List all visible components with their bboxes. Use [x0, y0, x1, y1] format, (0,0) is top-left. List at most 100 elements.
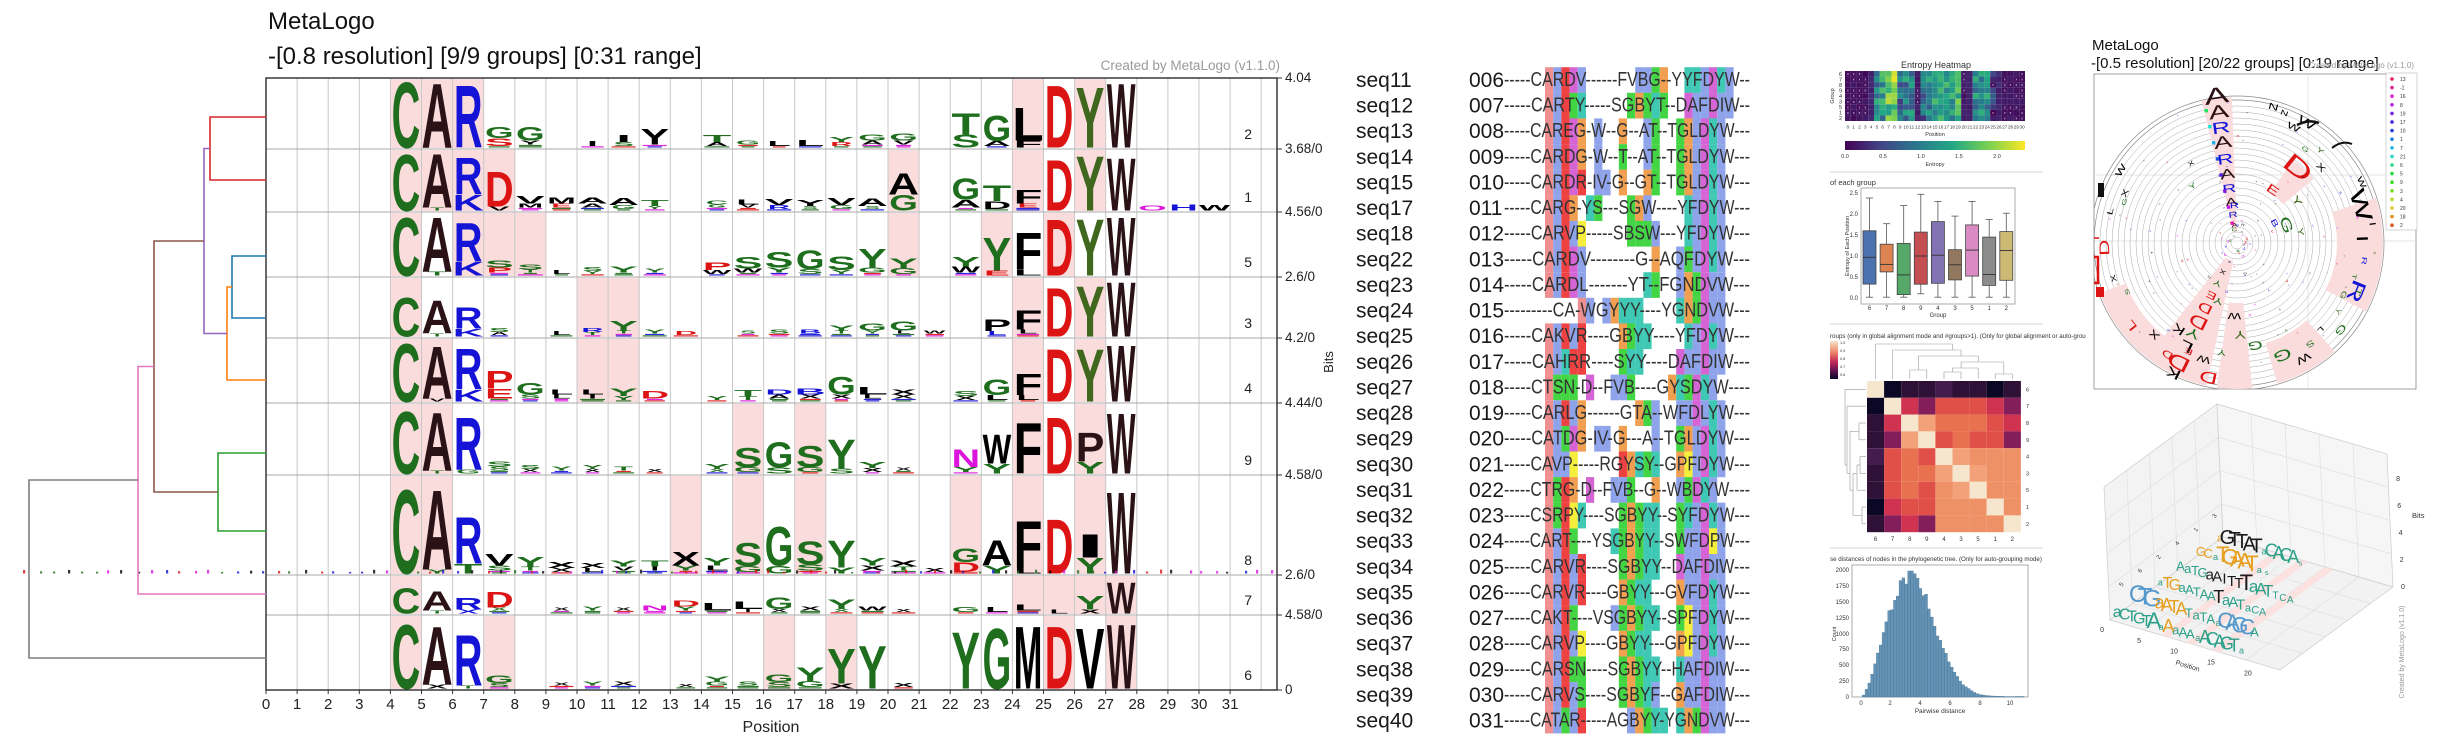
svg-text:Y: Y: [585, 270, 600, 275]
svg-text:Y: Y: [829, 136, 855, 144]
svg-text:W: W: [858, 606, 887, 612]
svg-text:2: 2: [2011, 537, 2015, 543]
svg-text:x: x: [2015, 83, 2017, 87]
svg-text:R: R: [2228, 238, 2233, 243]
svg-text:1: 1: [2193, 526, 2200, 533]
svg-text:C: C: [2129, 581, 2146, 608]
svg-text:R: R: [454, 66, 483, 167]
svg-text:8: 8: [511, 696, 519, 713]
svg-text:L: L: [550, 388, 573, 396]
svg-text:-----CARVP----GBYY---GPFDYW---: -----CARVP----GBYY---GPFDYW---: [1504, 633, 1750, 655]
svg-text:G: G: [827, 372, 856, 401]
svg-text:X: X: [2165, 160, 2169, 164]
svg-text:Y: Y: [2129, 228, 2132, 231]
svg-text:Y: Y: [640, 125, 669, 150]
svg-text:a: a: [2113, 604, 2122, 621]
svg-text:T: T: [2259, 202, 2263, 206]
svg-text:Y: Y: [2301, 280, 2305, 284]
svg-text:T: T: [2150, 250, 2154, 254]
svg-text:x: x: [1917, 94, 1919, 98]
svg-text:X: X: [647, 468, 662, 473]
svg-text:T: T: [2277, 307, 2282, 312]
svg-text:-[0.5 resolution] [20/22 group: -[0.5 resolution] [20/22 groups] [0:19 r…: [2091, 55, 2379, 72]
svg-text:0.7: 0.7: [1840, 365, 1845, 369]
svg-text:L: L: [1012, 98, 1043, 151]
svg-text:022: 022: [1469, 479, 1504, 502]
svg-text:Y: Y: [2254, 272, 2258, 276]
svg-text:S: S: [2176, 234, 2179, 237]
svg-text:17: 17: [2400, 120, 2406, 126]
svg-text:18: 18: [2400, 215, 2406, 221]
svg-text:W: W: [2195, 352, 2212, 366]
svg-text:7: 7: [480, 696, 488, 713]
svg-text:X: X: [2261, 182, 2264, 186]
svg-text:Y: Y: [983, 564, 1012, 576]
svg-text:V: V: [765, 198, 794, 207]
svg-text:E: E: [984, 269, 1010, 277]
svg-text:-----CSRPY----SGBYY--SYFDYW---: -----CSRPY----SGBYY--SYFDYW---: [1504, 505, 1750, 527]
svg-text:X: X: [2187, 159, 2197, 168]
svg-text:P: P: [1076, 424, 1105, 470]
svg-text:V: V: [2326, 272, 2328, 274]
svg-text:19: 19: [1956, 125, 1962, 130]
svg-text:x: x: [2021, 116, 2023, 120]
svg-text:L: L: [2295, 332, 2299, 336]
svg-text:---------CA-WGYYY----YGNDVW---: ---------CA-WGYYY----YGNDVW---: [1504, 300, 1750, 322]
svg-text:8: 8: [1902, 306, 1906, 312]
svg-text:W: W: [983, 426, 1012, 473]
svg-text:X: X: [2109, 273, 2119, 283]
svg-text:1.0: 1.0: [1917, 154, 1925, 160]
svg-text:C: C: [2254, 249, 2258, 252]
svg-text:a: a: [2257, 565, 2262, 575]
svg-text:x: x: [1853, 111, 1855, 115]
svg-text:6: 6: [1881, 125, 1884, 130]
svg-text:-----CAKVR----GBYY----YFDYW---: -----CAKVR----GBYY----YFDYW---: [1504, 325, 1750, 347]
svg-text:G: G: [2276, 214, 2297, 236]
svg-text:x: x: [1853, 89, 1855, 93]
svg-text:seq11: seq11: [1356, 69, 1412, 92]
svg-text:X: X: [2323, 185, 2327, 189]
svg-text:6: 6: [1839, 72, 1842, 78]
svg-text:G: G: [2261, 281, 2265, 285]
svg-text:X: X: [671, 549, 700, 571]
svg-text:W: W: [734, 268, 763, 274]
svg-text:7: 7: [1885, 306, 1889, 312]
svg-text:A: A: [2294, 129, 2299, 134]
svg-text:4: 4: [1244, 380, 1252, 396]
svg-text:Y: Y: [551, 466, 572, 472]
svg-text:A: A: [422, 140, 453, 225]
svg-text:T: T: [430, 207, 444, 212]
svg-text:A: A: [2241, 246, 2246, 251]
svg-text:W: W: [951, 265, 980, 274]
svg-text:G: G: [708, 204, 726, 209]
svg-text:Y: Y: [1076, 334, 1105, 419]
svg-text:G: G: [2242, 243, 2246, 246]
svg-text:A: A: [608, 196, 639, 207]
svg-text:L: L: [1019, 329, 1038, 335]
svg-text:A: A: [2148, 230, 2151, 233]
svg-text:C: C: [2231, 227, 2238, 233]
svg-text:x: x: [1853, 72, 1855, 76]
svg-text:W: W: [1107, 329, 1136, 419]
svg-text:x: x: [1917, 100, 1919, 104]
svg-text:P: P: [983, 316, 1012, 335]
svg-text:L: L: [705, 564, 728, 572]
svg-text:9: 9: [1244, 452, 1252, 468]
svg-text:0.8: 0.8: [1840, 357, 1845, 361]
svg-text:0.5: 0.5: [1850, 275, 1859, 281]
svg-text:L: L: [863, 394, 882, 400]
svg-text:015: 015: [1469, 300, 1504, 323]
svg-text:A: A: [2206, 612, 2215, 627]
svg-text:L: L: [2190, 286, 2194, 290]
svg-text:W: W: [703, 269, 732, 275]
svg-text:Group: Group: [1830, 88, 1836, 103]
svg-text:x: x: [2021, 94, 2023, 98]
svg-text:G: G: [951, 172, 980, 206]
svg-text:2: 2: [1839, 116, 1842, 122]
svg-text:S: S: [517, 263, 543, 271]
svg-text:S: S: [486, 460, 512, 468]
svg-text:028: 028: [1469, 633, 1504, 656]
svg-text:20: 20: [1961, 125, 1967, 130]
svg-text:Y: Y: [2255, 180, 2258, 184]
svg-text:3: 3: [1959, 537, 1963, 543]
